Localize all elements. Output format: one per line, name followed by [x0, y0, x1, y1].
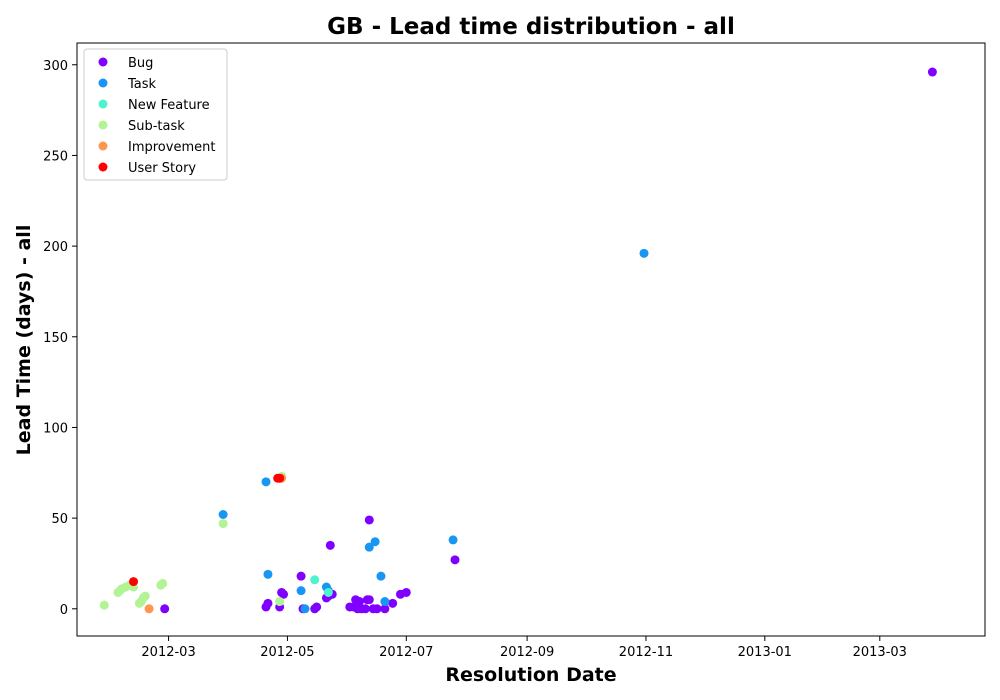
data-point-task — [218, 509, 228, 519]
data-point-bug — [380, 604, 390, 614]
legend-label-task: Task — [127, 77, 157, 92]
x-tick-label: 2012-07 — [379, 645, 433, 660]
data-point-bug — [388, 598, 398, 608]
data-points — [99, 67, 937, 614]
x-axis-label: Resolution Date — [445, 664, 616, 686]
legend-label-improvement: Improvement — [128, 140, 215, 155]
data-point-sub-task — [218, 519, 228, 529]
data-point-task — [639, 248, 649, 258]
x-tick-label: 2012-05 — [260, 645, 314, 660]
plot-area: 2012-03 2012-05 2012-07 2012-09 2012-11 2013-… — [43, 42, 986, 660]
data-point-bug — [355, 597, 365, 607]
data-point-bug — [450, 555, 460, 565]
x-tick-label: 2013-01 — [738, 645, 792, 660]
data-point-bug — [372, 604, 382, 614]
data-point-user-story — [275, 473, 285, 483]
data-point-bug — [279, 589, 289, 599]
chart-title: GB - Lead time distribution - all — [327, 14, 735, 40]
data-point-sub-task — [140, 591, 150, 601]
y-axis: 0 50 100 150 200 250 300 — [43, 59, 77, 618]
data-point-bug — [927, 67, 937, 77]
legend-marker-task — [98, 78, 108, 88]
data-point-task — [364, 542, 374, 552]
data-point-task — [448, 535, 458, 545]
data-point-new-feature — [310, 575, 320, 585]
data-point-user-story — [129, 577, 139, 587]
y-tick-label: 50 — [51, 512, 68, 527]
data-point-task — [261, 477, 271, 487]
legend-label-new-feature: New Feature — [128, 98, 210, 113]
data-point-bug — [160, 604, 170, 614]
data-point-sub-task — [99, 600, 109, 610]
x-tick-label: 2012-09 — [500, 645, 554, 660]
data-point-bug — [364, 515, 374, 525]
y-tick-label: 0 — [60, 603, 68, 618]
y-tick-label: 300 — [43, 59, 68, 74]
data-point-bug — [263, 598, 273, 608]
legend-marker-improvement — [98, 141, 108, 151]
legend-label-bug: Bug — [128, 56, 153, 71]
legend-label-user-story: User Story — [128, 161, 196, 176]
data-point-task — [380, 597, 390, 607]
x-tick-label: 2013-03 — [853, 645, 907, 660]
data-point-task — [370, 537, 380, 547]
data-point-bug — [364, 595, 374, 605]
legend-marker-new-feature — [98, 99, 108, 109]
y-tick-label: 200 — [43, 240, 68, 255]
legend: Bug Task New Feature Sub-task Improvement Use… — [83, 48, 228, 181]
y-axis-label: Lead Time (days) - all — [13, 225, 35, 456]
data-point-task — [263, 569, 273, 579]
data-point-bug — [401, 587, 411, 597]
data-point-task — [376, 571, 386, 581]
plot-frame — [76, 42, 986, 637]
data-point-bug — [296, 571, 306, 581]
data-point-task — [296, 586, 306, 596]
legend-marker-sub-task — [98, 120, 108, 130]
data-point-bug — [360, 604, 370, 614]
data-point-task — [300, 604, 310, 614]
legend-label-sub-task: Sub-task — [128, 119, 185, 134]
y-tick-label: 250 — [43, 149, 68, 164]
legend-marker-user-story — [98, 162, 108, 172]
x-axis: 2012-03 2012-05 2012-07 2012-09 2012-11 2013-… — [141, 636, 907, 660]
x-tick-label: 2012-03 — [141, 645, 195, 660]
legend-frame — [83, 48, 228, 181]
y-tick-label: 100 — [43, 421, 68, 436]
data-point-bug — [312, 602, 322, 612]
data-point-sub-task — [158, 578, 168, 588]
data-point-sub-task — [275, 597, 285, 607]
data-point-improvement — [144, 604, 154, 614]
x-tick-label: 2012-11 — [619, 645, 673, 660]
data-point-new-feature — [323, 587, 333, 597]
y-tick-label: 150 — [43, 331, 68, 346]
data-point-bug — [325, 540, 335, 550]
legend-marker-bug — [98, 57, 108, 67]
